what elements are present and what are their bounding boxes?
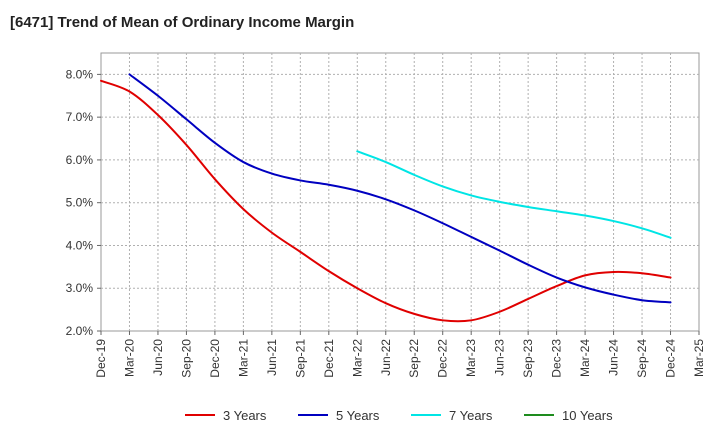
series-line-3-years: [100, 79, 672, 323]
x-tick-label: Sep-20: [179, 339, 193, 378]
y-tick-label: 5.0%: [66, 196, 94, 210]
x-tick-label: Mar-20: [122, 339, 136, 377]
x-tick-label: Sep-24: [635, 339, 649, 378]
x-tick-label: Mar-23: [464, 339, 478, 377]
legend-label: 7 Years: [449, 408, 493, 423]
x-tick-label: Sep-22: [407, 339, 421, 378]
x-tick-label: Dec-21: [322, 339, 336, 378]
x-tick-label: Jun-24: [607, 339, 621, 376]
x-tick-label: Jun-21: [265, 339, 279, 376]
x-tick-label: Dec-22: [436, 339, 450, 378]
legend-label: 5 Years: [336, 408, 380, 423]
legend-label: 10 Years: [562, 408, 613, 423]
x-tick-label: Mar-25: [692, 339, 706, 377]
x-tick-label: Dec-19: [94, 339, 108, 378]
x-tick-label: Sep-23: [521, 339, 535, 378]
x-tick-label: Dec-23: [550, 339, 564, 378]
series-line-5-years: [128, 73, 672, 304]
x-tick-label: Mar-24: [578, 339, 592, 377]
series-group: [100, 73, 672, 323]
y-tick-label: 4.0%: [66, 238, 94, 252]
y-tick-label: 3.0%: [66, 281, 94, 295]
plot-area: [100, 52, 700, 332]
x-tick-label: Jun-20: [151, 339, 165, 376]
y-tick-label: 8.0%: [66, 67, 94, 81]
x-tick-label: Mar-22: [350, 339, 364, 377]
x-tick-label: Jun-22: [379, 339, 393, 376]
chart-title: [6471] Trend of Mean of Ordinary Income …: [10, 14, 355, 31]
x-tick-label: Dec-20: [208, 339, 222, 378]
legend: 3 Years 5 Years 7 Years 10 Years: [185, 408, 613, 423]
y-axis: 2.0% 3.0% 4.0% 5.0% 6.0% 7.0% 8.0%: [66, 67, 101, 338]
x-tick-label: Sep-21: [293, 339, 307, 378]
y-tick-label: 6.0%: [66, 153, 94, 167]
x-tick-label: Mar-21: [236, 339, 250, 377]
y-tick-label: 7.0%: [66, 110, 94, 124]
x-tick-label: Jun-23: [493, 339, 507, 376]
x-axis: Dec-19 Mar-20 Jun-20 Sep-20 Dec-20 Mar-21 Jun-…: [94, 331, 706, 378]
series-line-7-years: [356, 150, 672, 239]
legend-label: 3 Years: [223, 408, 267, 423]
y-tick-label: 2.0%: [66, 324, 94, 338]
x-tick-label: Dec-24: [664, 339, 678, 378]
